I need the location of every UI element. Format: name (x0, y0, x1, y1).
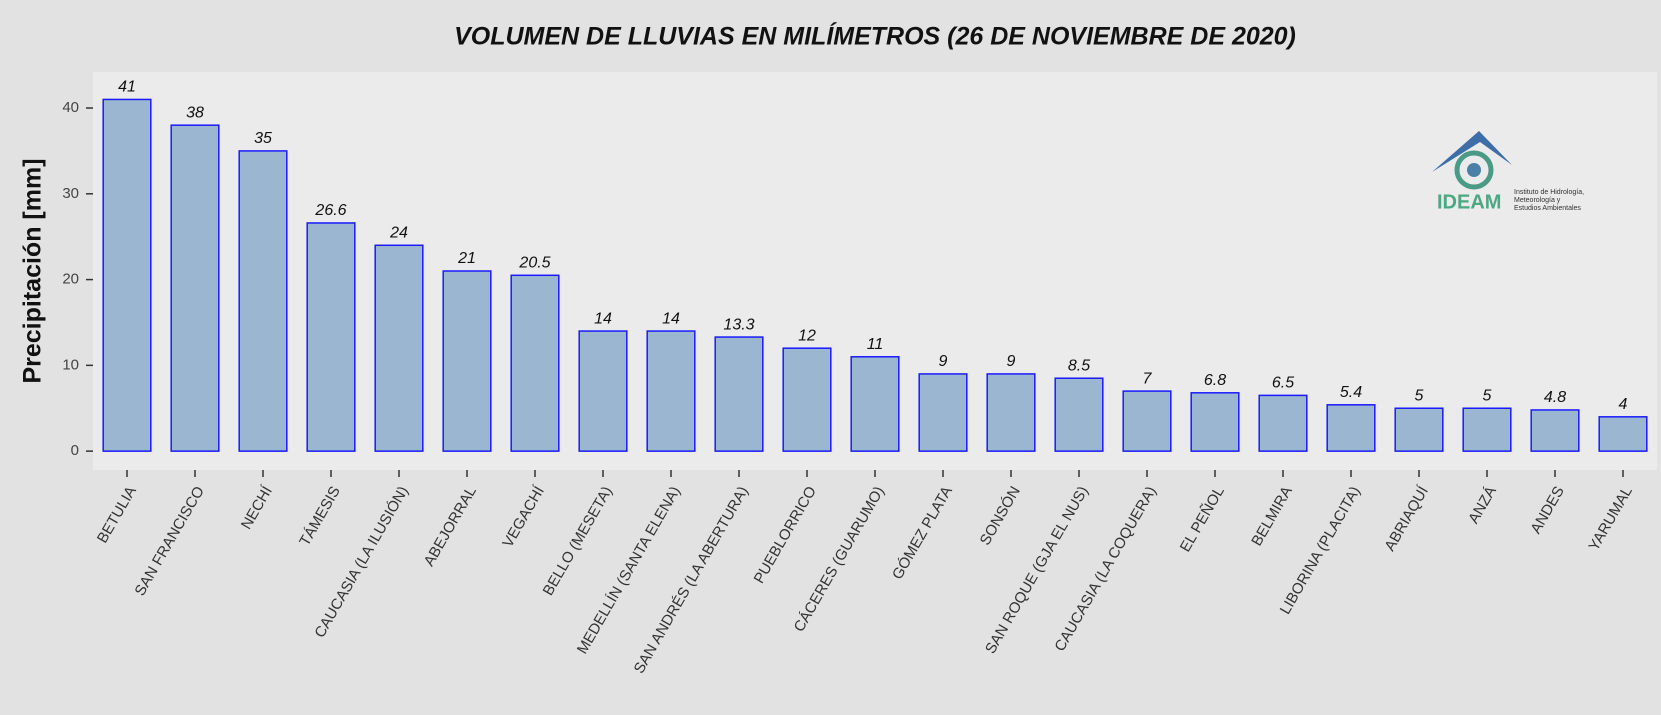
value-label: 6.8 (1204, 372, 1226, 389)
bar (782, 347, 832, 452)
value-label: 20.5 (518, 255, 550, 272)
chart-title: VOLUMEN DE LLUVIAS EN MILÍMETROS (26 DE … (454, 22, 1296, 51)
y-tick-label: 30 (62, 185, 79, 202)
value-label: 5 (1415, 387, 1424, 404)
bar (1530, 409, 1580, 452)
bar (918, 373, 968, 452)
value-label: 14 (662, 310, 680, 327)
value-label: 14 (594, 310, 612, 327)
value-label: 7 (1143, 370, 1153, 387)
value-label: 38 (186, 104, 204, 121)
bar (850, 356, 900, 452)
logo: IDEAM Instituto de Hidrología, Meteorolo… (1432, 131, 1584, 213)
value-label: 24 (389, 224, 408, 241)
bar (510, 274, 560, 452)
logo-text: Estudios Ambientales (1514, 205, 1581, 212)
bar (170, 124, 220, 452)
value-label: 6.5 (1272, 375, 1294, 392)
value-label: 5 (1483, 387, 1492, 404)
bar (442, 270, 492, 452)
bar (714, 336, 764, 452)
value-label: 35 (254, 130, 272, 147)
y-tick-label: 0 (71, 442, 79, 459)
value-label: 26.6 (314, 202, 346, 219)
bar (1598, 416, 1648, 452)
value-label: 21 (457, 250, 476, 267)
y-tick-label: 20 (62, 271, 79, 288)
value-label: 9 (939, 353, 948, 370)
value-label: 11 (867, 336, 884, 353)
bar (374, 244, 424, 452)
bar (1054, 377, 1104, 452)
value-label: 13.3 (723, 316, 754, 333)
logo-text: Instituto de Hidrología, (1514, 189, 1584, 196)
value-label: 8.5 (1068, 357, 1090, 374)
value-label: 4.8 (1544, 389, 1566, 406)
bar (1258, 394, 1308, 452)
bar (1326, 404, 1376, 452)
bar (646, 330, 696, 452)
value-label: 9 (1007, 353, 1016, 370)
y-tick-label: 10 (62, 356, 79, 373)
bar (306, 222, 356, 452)
logo-text: Meteorología y (1514, 197, 1561, 204)
y-tick-label: 40 (62, 99, 79, 116)
bar (1394, 407, 1444, 452)
bar (1190, 392, 1240, 452)
y-axis-label: Precipitación [mm] (19, 158, 47, 383)
value-label: 5.4 (1340, 384, 1362, 401)
bar (1462, 407, 1512, 452)
value-label: 41 (118, 79, 136, 96)
value-label: 12 (798, 327, 816, 344)
logo-swirl (1454, 150, 1494, 190)
bar (102, 98, 152, 452)
value-label: 4 (1619, 396, 1628, 413)
bar (986, 373, 1036, 452)
bar (1122, 390, 1172, 452)
logo-roof (1432, 131, 1512, 172)
bar (238, 150, 288, 452)
bar (578, 330, 628, 452)
logo-core (1467, 163, 1481, 177)
logo-name: IDEAM (1437, 191, 1501, 213)
